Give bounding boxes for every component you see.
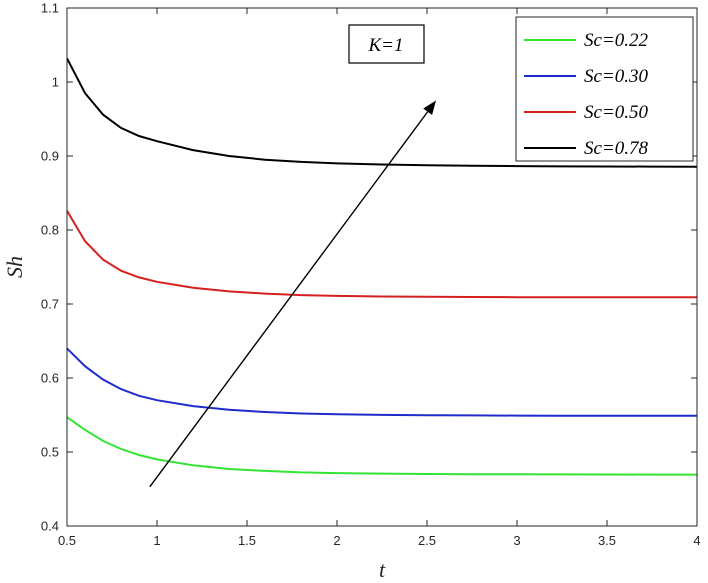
legend-label-0: Sc=0.22: [584, 30, 649, 51]
y-tick-label: 1: [52, 75, 59, 90]
trend-arrow: [149, 100, 436, 488]
annotation-label: K=1: [368, 35, 404, 56]
y-tick-label: 1.1: [41, 1, 59, 16]
y-axis-label: Sh: [2, 256, 27, 278]
series-line-3: [66, 57, 698, 168]
series-line-1: [66, 347, 697, 417]
y-tick-label: 0.7: [41, 297, 59, 312]
x-tick-label: 0.5: [58, 533, 76, 548]
x-tick-label: 2.5: [418, 533, 436, 548]
series-line-0: [66, 416, 697, 476]
x-tick-label: 4: [693, 533, 700, 548]
y-tick-label: 0.8: [41, 223, 59, 238]
x-tick-label: 2: [333, 533, 340, 548]
arrow-shaft: [149, 111, 429, 488]
legend-label-2: Sc=0.50: [584, 102, 649, 123]
x-tick-label: 1: [153, 533, 160, 548]
x-tick-label: 1.5: [238, 533, 256, 548]
y-tick-labels: 0.4 0.5 0.6 0.7 0.8 0.9 1 1.1: [41, 1, 59, 534]
legend-label-3: Sc=0.78: [584, 138, 649, 159]
series-lines: [66, 57, 698, 476]
x-axis-label: t: [379, 557, 386, 582]
x-tick-labels: 0.5 1 1.5 2 2.5 3 3.5 4: [58, 533, 701, 548]
axis-ticks: [66, 7, 698, 527]
legend: Sc=0.22 Sc=0.30 Sc=0.50 Sc=0.78: [515, 16, 694, 162]
y-tick-label: 0.6: [41, 371, 59, 386]
y-tick-label: 0.9: [41, 149, 59, 164]
x-tick-label: 3: [513, 533, 520, 548]
y-tick-label: 0.5: [41, 445, 59, 460]
arrow-head: [423, 100, 436, 116]
y-tick-label: 0.4: [41, 519, 59, 534]
plot-frame: [66, 7, 698, 527]
x-tick-label: 3.5: [598, 533, 616, 548]
annotation-frame: [348, 24, 425, 64]
legend-items: Sc=0.22 Sc=0.30 Sc=0.50 Sc=0.78: [524, 30, 649, 159]
legend-label-1: Sc=0.30: [584, 66, 649, 87]
series-line-2: [66, 210, 697, 299]
annotation-box: K=1: [348, 24, 425, 64]
